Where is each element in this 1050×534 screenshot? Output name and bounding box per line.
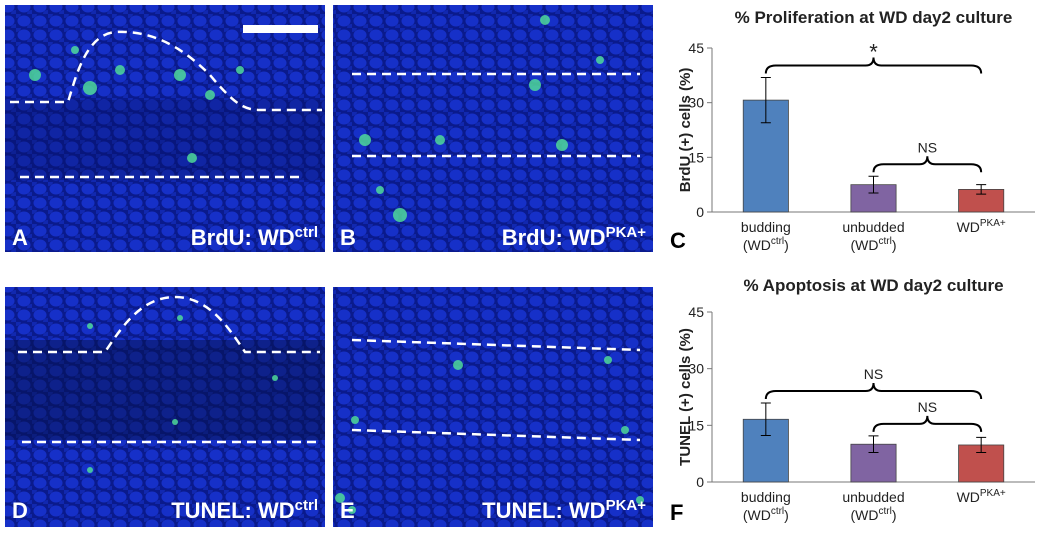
category-sup: PKA+ bbox=[980, 218, 1006, 229]
category-sup: ctrl bbox=[771, 236, 784, 247]
category-sup: ctrl bbox=[771, 506, 784, 517]
y-tick-label: 0 bbox=[696, 204, 704, 220]
category-text: WD bbox=[957, 489, 980, 505]
x-tick-label: budding bbox=[741, 219, 791, 235]
y-tick-label: 30 bbox=[688, 361, 704, 377]
significance-label: * bbox=[869, 40, 878, 65]
panel-label: BrdU: WDPKA+ bbox=[502, 224, 647, 250]
category-text: (WD bbox=[743, 507, 771, 523]
panel-letter: E bbox=[340, 498, 355, 523]
category-text: ) bbox=[784, 237, 789, 253]
category-text: WD bbox=[957, 219, 980, 235]
panel-label: TUNEL: WDctrl bbox=[171, 497, 318, 523]
y-axis-label: TUNEL (+) cells (%) bbox=[677, 328, 694, 466]
significance-label: NS bbox=[918, 139, 937, 155]
category-text: (WD bbox=[850, 237, 878, 253]
error-bar bbox=[976, 436, 987, 454]
y-tick-label: 45 bbox=[688, 304, 704, 320]
category-text: unbudded bbox=[842, 489, 904, 505]
category-text: (WD bbox=[850, 507, 878, 523]
x-tick-label: (WDctrl) bbox=[850, 236, 896, 253]
category-sup: ctrl bbox=[878, 506, 891, 517]
y-tick-label: 15 bbox=[688, 149, 704, 165]
category-sup: ctrl bbox=[878, 236, 891, 247]
micrograph-b: B BrdU: WDPKA+ bbox=[333, 5, 653, 252]
significance-label: NS bbox=[864, 366, 883, 382]
error-bar bbox=[868, 175, 879, 194]
panel-label: TUNEL: WDPKA+ bbox=[482, 497, 646, 523]
error-bar bbox=[976, 184, 987, 195]
x-tick-label: WDPKA+ bbox=[957, 218, 1006, 235]
error-bar bbox=[760, 402, 771, 437]
x-tick-label: WDPKA+ bbox=[957, 488, 1006, 505]
significance-label: NS bbox=[918, 399, 937, 415]
micrograph-d: D TUNEL: WDctrl bbox=[5, 287, 325, 527]
y-tick-label: 0 bbox=[696, 474, 704, 490]
x-tick-label: (WDctrl) bbox=[743, 236, 789, 253]
panel-letter: F bbox=[670, 500, 683, 525]
y-tick-label: 45 bbox=[688, 40, 704, 56]
x-tick-label: (WDctrl) bbox=[850, 506, 896, 523]
panel-letter: A bbox=[12, 225, 28, 250]
category-text: (WD bbox=[743, 237, 771, 253]
x-tick-label: unbudded bbox=[842, 219, 904, 235]
category-text: unbudded bbox=[842, 219, 904, 235]
error-bar bbox=[760, 77, 771, 124]
chart-title: % Proliferation at WD day2 culture bbox=[735, 8, 1013, 27]
x-tick-label: unbudded bbox=[842, 489, 904, 505]
category-text: budding bbox=[741, 489, 791, 505]
chart-title: % Apoptosis at WD day2 culture bbox=[743, 276, 1003, 295]
y-axis-label: BrdU (+) cells (%) bbox=[677, 68, 694, 193]
significance-brace bbox=[764, 382, 983, 400]
micrograph-a: A BrdU: WDctrl bbox=[5, 5, 325, 252]
category-text: ) bbox=[892, 507, 897, 523]
y-tick-label: 30 bbox=[688, 95, 704, 111]
panel-letter: B bbox=[340, 225, 356, 250]
panel-label: BrdU: WDctrl bbox=[191, 224, 318, 250]
category-text: budding bbox=[741, 219, 791, 235]
panel-letter: C bbox=[670, 228, 686, 253]
category-text: ) bbox=[784, 507, 789, 523]
significance-brace bbox=[872, 415, 983, 432]
micrograph-e: E TUNEL: WDPKA+ bbox=[333, 287, 653, 527]
significance-brace bbox=[872, 156, 983, 173]
error-bar bbox=[868, 435, 879, 454]
panel-letter: D bbox=[12, 498, 28, 523]
y-tick-label: 15 bbox=[688, 417, 704, 433]
x-tick-label: budding bbox=[741, 489, 791, 505]
category-text: ) bbox=[892, 237, 897, 253]
significance-brace bbox=[764, 57, 983, 74]
x-tick-label: (WDctrl) bbox=[743, 506, 789, 523]
category-sup: PKA+ bbox=[980, 488, 1006, 499]
